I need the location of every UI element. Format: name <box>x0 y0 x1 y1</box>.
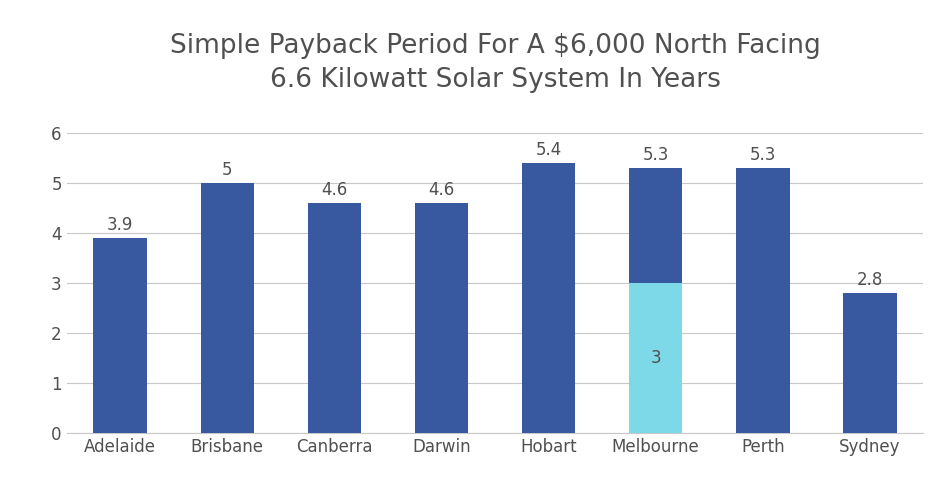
Text: 5.3: 5.3 <box>643 146 669 164</box>
Text: 5.3: 5.3 <box>749 146 776 164</box>
Bar <box>736 168 789 433</box>
Text: 4.6: 4.6 <box>428 181 455 199</box>
Bar <box>93 238 147 433</box>
Bar <box>522 163 575 433</box>
Text: 3: 3 <box>650 349 661 367</box>
Bar <box>415 203 468 433</box>
Bar <box>843 293 897 433</box>
Bar <box>629 283 683 433</box>
Text: 3.9: 3.9 <box>107 216 133 234</box>
Text: 5: 5 <box>222 161 232 179</box>
Bar <box>629 168 683 283</box>
Bar <box>307 203 361 433</box>
Text: 5.4: 5.4 <box>535 141 562 159</box>
Bar <box>201 183 254 433</box>
Title: Simple Payback Period For A $6,000 North Facing
6.6 Kilowatt Solar System In Yea: Simple Payback Period For A $6,000 North… <box>169 33 821 93</box>
Text: 2.8: 2.8 <box>857 271 883 289</box>
Text: 4.6: 4.6 <box>321 181 347 199</box>
